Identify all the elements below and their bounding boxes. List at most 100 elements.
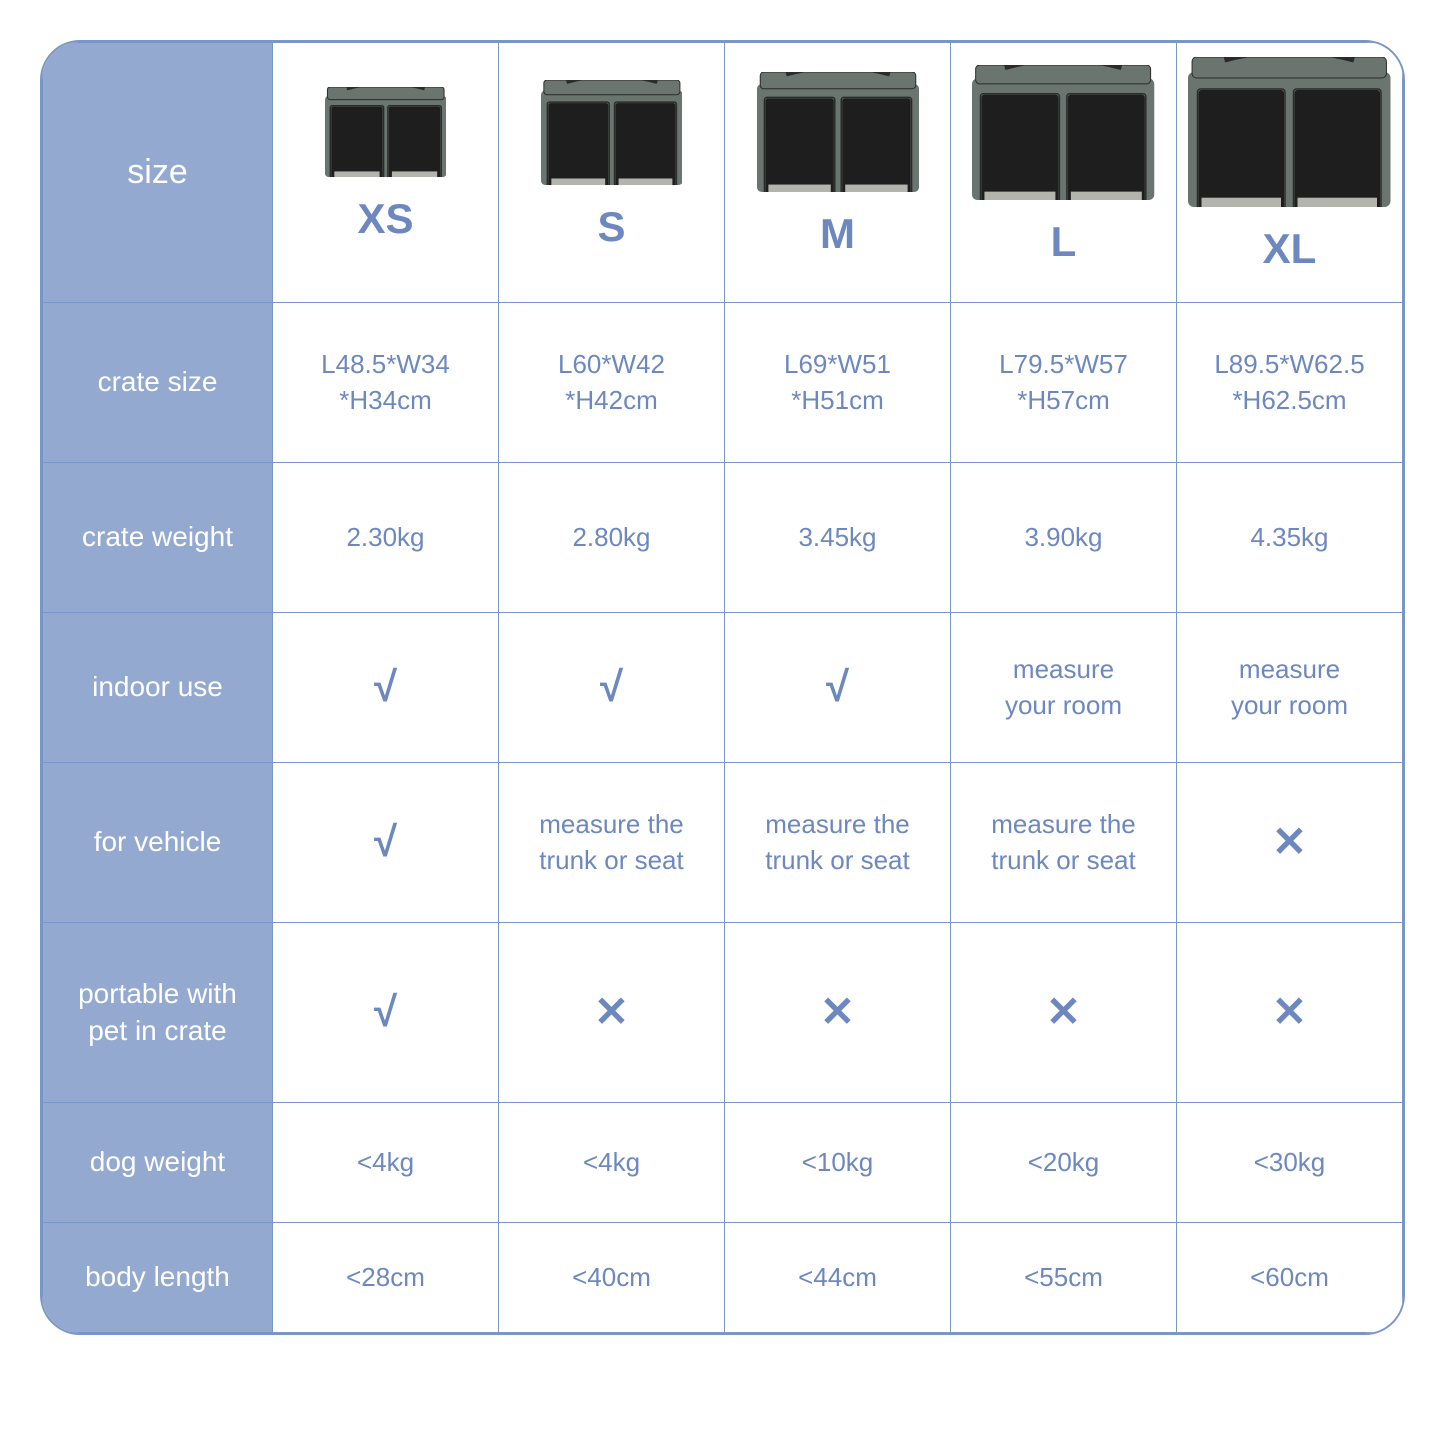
size-column-l: L bbox=[951, 43, 1177, 303]
cell-body_length-xl: <60cm bbox=[1177, 1223, 1403, 1333]
size-label-m: M bbox=[731, 206, 944, 263]
cell-indoor-m: √ bbox=[725, 613, 951, 763]
cell-dog_weight-l: <20kg bbox=[951, 1103, 1177, 1223]
cell-text: <4kg bbox=[357, 1147, 414, 1177]
cell-text: <28cm bbox=[346, 1262, 425, 1292]
row-header-label: portable withpet in crate bbox=[78, 978, 237, 1045]
row-header-indoor: indoor use bbox=[43, 613, 273, 763]
cell-body_length-s: <40cm bbox=[499, 1223, 725, 1333]
crate-icon bbox=[325, 87, 447, 177]
cell-text: <4kg bbox=[583, 1147, 640, 1177]
cell-indoor-xl: measureyour room bbox=[1177, 613, 1403, 763]
cell-text: <10kg bbox=[802, 1147, 874, 1177]
cell-portable-m: ✕ bbox=[725, 923, 951, 1103]
cell-text: <44cm bbox=[798, 1262, 877, 1292]
cell-text: L79.5*W57*H57cm bbox=[999, 349, 1128, 414]
row-header-dog_weight: dog weight bbox=[43, 1103, 273, 1223]
row-header-portable: portable withpet in crate bbox=[43, 923, 273, 1103]
cell-crate_size-s: L60*W42*H42cm bbox=[499, 303, 725, 463]
row-header-vehicle: for vehicle bbox=[43, 763, 273, 923]
row-header-crate_weight: crate weight bbox=[43, 463, 273, 613]
size-label-s: S bbox=[505, 199, 718, 256]
row-header-label: for vehicle bbox=[94, 826, 222, 857]
cell-text: measureyour room bbox=[1005, 654, 1122, 719]
size-column-xl: XL bbox=[1177, 43, 1403, 303]
cell-text: L89.5*W62.5*H62.5cm bbox=[1214, 349, 1364, 414]
cell-crate_weight-l: 3.90kg bbox=[951, 463, 1177, 613]
cell-text: 2.30kg bbox=[346, 522, 424, 552]
cell-vehicle-s: measure thetrunk or seat bbox=[499, 763, 725, 923]
size-column-xs: XS bbox=[273, 43, 499, 303]
cell-portable-xl: ✕ bbox=[1177, 923, 1403, 1103]
header-size-label: size bbox=[127, 153, 187, 191]
cell-text: 3.90kg bbox=[1024, 522, 1102, 552]
check-icon: √ bbox=[374, 663, 397, 710]
row-header-label: crate weight bbox=[82, 521, 233, 552]
row-header-label: body length bbox=[85, 1261, 230, 1292]
cell-dog_weight-xl: <30kg bbox=[1177, 1103, 1403, 1223]
cell-vehicle-l: measure thetrunk or seat bbox=[951, 763, 1177, 923]
check-icon: √ bbox=[374, 988, 397, 1035]
cell-crate_size-xl: L89.5*W62.5*H62.5cm bbox=[1177, 303, 1403, 463]
size-table: size XS S bbox=[42, 42, 1403, 1333]
size-label-l: L bbox=[957, 214, 1170, 271]
cell-indoor-xs: √ bbox=[273, 613, 499, 763]
cell-text: L60*W42*H42cm bbox=[558, 349, 665, 414]
cell-text: 4.35kg bbox=[1250, 522, 1328, 552]
cell-dog_weight-s: <4kg bbox=[499, 1103, 725, 1223]
size-label-xs: XS bbox=[279, 191, 492, 248]
cell-crate_size-xs: L48.5*W34*H34cm bbox=[273, 303, 499, 463]
cross-icon: ✕ bbox=[820, 988, 855, 1035]
size-label-xl: XL bbox=[1183, 221, 1396, 278]
row-header-crate_size: crate size bbox=[43, 303, 273, 463]
cell-crate_weight-m: 3.45kg bbox=[725, 463, 951, 613]
row-header-body_length: body length bbox=[43, 1223, 273, 1333]
cell-vehicle-xl: ✕ bbox=[1177, 763, 1403, 923]
row-header-label: indoor use bbox=[92, 671, 223, 702]
cell-text: measure thetrunk or seat bbox=[539, 809, 684, 874]
cell-text: L48.5*W34*H34cm bbox=[321, 349, 450, 414]
cross-icon: ✕ bbox=[1272, 818, 1307, 865]
cell-crate_size-m: L69*W51*H51cm bbox=[725, 303, 951, 463]
crate-icon bbox=[1188, 57, 1391, 207]
cell-text: <60cm bbox=[1250, 1262, 1329, 1292]
crate-icon bbox=[972, 65, 1154, 200]
cell-text: L69*W51*H51cm bbox=[784, 349, 891, 414]
cell-body_length-m: <44cm bbox=[725, 1223, 951, 1333]
row-header-label: dog weight bbox=[90, 1146, 225, 1177]
size-column-m: M bbox=[725, 43, 951, 303]
size-comparison-table: size XS S bbox=[40, 40, 1405, 1335]
cell-text: 3.45kg bbox=[798, 522, 876, 552]
size-column-s: S bbox=[499, 43, 725, 303]
cell-vehicle-xs: √ bbox=[273, 763, 499, 923]
cross-icon: ✕ bbox=[1272, 988, 1307, 1035]
cell-crate_weight-xs: 2.30kg bbox=[273, 463, 499, 613]
crate-icon bbox=[757, 72, 919, 192]
cell-crate_size-l: L79.5*W57*H57cm bbox=[951, 303, 1177, 463]
cell-portable-l: ✕ bbox=[951, 923, 1177, 1103]
cell-dog_weight-m: <10kg bbox=[725, 1103, 951, 1223]
check-icon: √ bbox=[826, 663, 849, 710]
crate-icon bbox=[541, 80, 683, 185]
check-icon: √ bbox=[374, 818, 397, 865]
cell-text: <55cm bbox=[1024, 1262, 1103, 1292]
cell-vehicle-m: measure thetrunk or seat bbox=[725, 763, 951, 923]
cell-portable-xs: √ bbox=[273, 923, 499, 1103]
cell-text: measureyour room bbox=[1231, 654, 1348, 719]
cell-text: 2.80kg bbox=[572, 522, 650, 552]
cell-body_length-l: <55cm bbox=[951, 1223, 1177, 1333]
cell-body_length-xs: <28cm bbox=[273, 1223, 499, 1333]
cell-dog_weight-xs: <4kg bbox=[273, 1103, 499, 1223]
row-header-label: crate size bbox=[98, 366, 218, 397]
check-icon: √ bbox=[600, 663, 623, 710]
cross-icon: ✕ bbox=[594, 988, 629, 1035]
cell-text: measure thetrunk or seat bbox=[765, 809, 910, 874]
header-size: size bbox=[43, 43, 273, 303]
cell-portable-s: ✕ bbox=[499, 923, 725, 1103]
cell-text: measure thetrunk or seat bbox=[991, 809, 1136, 874]
cell-text: <30kg bbox=[1254, 1147, 1326, 1177]
cell-crate_weight-xl: 4.35kg bbox=[1177, 463, 1403, 613]
cross-icon: ✕ bbox=[1046, 988, 1081, 1035]
cell-indoor-s: √ bbox=[499, 613, 725, 763]
cell-text: <40cm bbox=[572, 1262, 651, 1292]
